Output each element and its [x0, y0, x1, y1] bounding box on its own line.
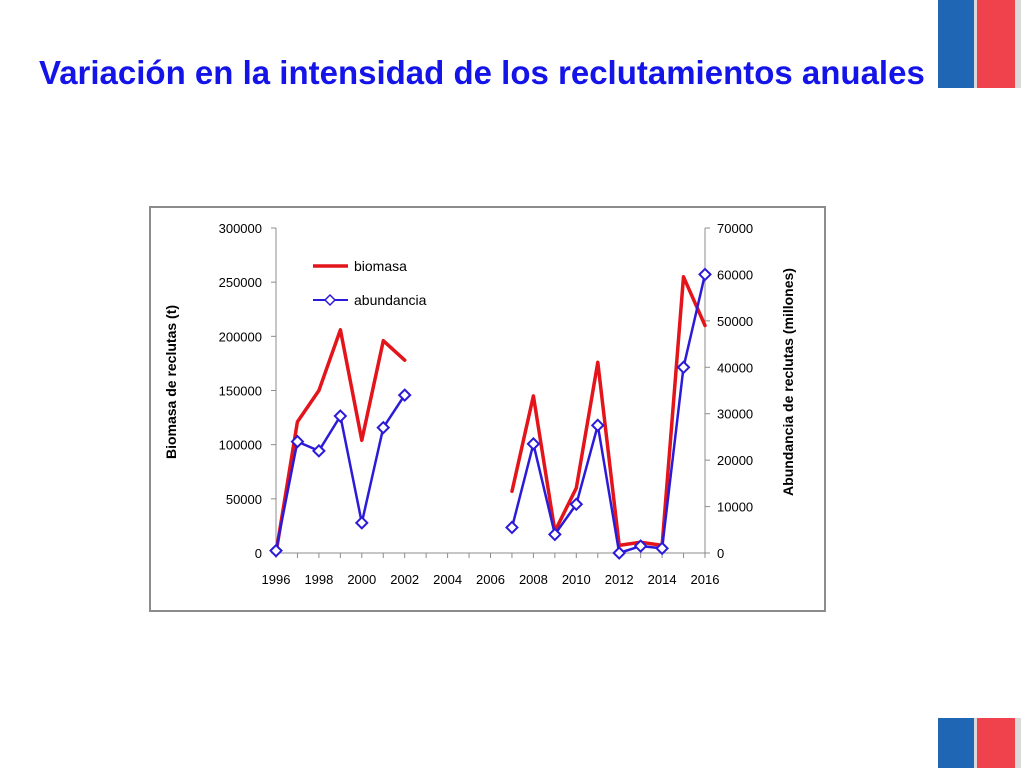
y-right-tick-label: 40000 — [717, 360, 753, 375]
flag-red-stripe — [977, 0, 1015, 88]
series-line-abundancia — [510, 273, 707, 555]
data-point-abundancia — [655, 541, 670, 556]
legend-marker-abundancia — [323, 293, 337, 307]
data-point-abundancia — [547, 527, 562, 542]
x-tick-label: 2014 — [648, 572, 677, 587]
corner-flag-top — [938, 0, 1024, 88]
y-right-tick-label: 60000 — [717, 267, 753, 282]
legend-label-abundancia: abundancia — [354, 292, 427, 308]
x-tick-label: 2016 — [691, 572, 720, 587]
series-layer — [269, 267, 712, 560]
data-point-abundancia — [397, 388, 412, 403]
y-right-tick-label: 20000 — [717, 453, 753, 468]
x-tick-label: 2008 — [519, 572, 548, 587]
chart-frame — [149, 206, 826, 612]
chart-legend: biomasa abundancia — [313, 258, 427, 308]
series-line-biomasa — [274, 328, 407, 555]
x-tick-label: 2004 — [433, 572, 462, 587]
data-point-abundancia — [526, 436, 541, 451]
y-tick-label: 300000 — [219, 221, 262, 236]
data-point-abundancia — [569, 497, 584, 512]
x-tick-label: 1996 — [262, 572, 291, 587]
slide-title: Variación en la intensidad de los reclut… — [39, 54, 925, 91]
x-tick-label: 1998 — [304, 572, 333, 587]
x-tick-label: 2002 — [390, 572, 419, 587]
data-point-abundancia — [612, 546, 627, 560]
series-abundancia — [269, 267, 712, 560]
series-line-biomasa — [510, 275, 707, 548]
legend-label-biomasa: biomasa — [354, 258, 407, 274]
y-right-tick-label: 0 — [717, 546, 724, 561]
y-right-tick-label: 30000 — [717, 407, 753, 422]
flag-red-stripe — [977, 718, 1015, 768]
data-point-abundancia — [676, 360, 691, 375]
y-tick-label: 0 — [255, 546, 262, 561]
data-point-abundancia — [311, 443, 326, 458]
data-point-abundancia — [376, 420, 391, 435]
data-point-abundancia — [290, 434, 305, 449]
corner-flag-bottom — [938, 718, 1024, 768]
data-point-abundancia — [269, 543, 283, 558]
y-tick-label: 200000 — [219, 329, 262, 344]
y-axis-title-right: Abundancia de reclutas (millones) — [780, 268, 796, 496]
chart-axes: 0 50000 100000 150000 200000 250000 300000 0 100… — [219, 221, 754, 587]
data-point-abundancia — [505, 520, 519, 535]
x-tick-label: 2000 — [347, 572, 376, 587]
data-point-abundancia — [633, 539, 648, 553]
y-right-tick-label: 70000 — [717, 221, 753, 236]
y-axis-title-left: Biomasa de reclutas (t) — [163, 304, 179, 460]
data-point-abundancia — [698, 267, 712, 282]
y-right-tick-label: 10000 — [717, 500, 753, 515]
y-right-tick-label: 50000 — [717, 314, 753, 329]
x-tick-label: 2006 — [476, 572, 505, 587]
data-point-abundancia — [333, 409, 348, 423]
y-tick-label: 250000 — [219, 275, 262, 290]
x-tick-label: 2012 — [605, 572, 634, 587]
x-tick-label: 2010 — [562, 572, 591, 587]
y-tick-label: 50000 — [226, 492, 262, 507]
flag-blue-stripe — [938, 718, 974, 768]
y-tick-label: 150000 — [219, 384, 262, 399]
data-point-abundancia — [590, 418, 605, 433]
data-point-abundancia — [354, 515, 369, 530]
y-tick-label: 100000 — [219, 438, 262, 453]
flag-blue-stripe — [938, 0, 974, 88]
series-biomasa — [274, 275, 707, 555]
